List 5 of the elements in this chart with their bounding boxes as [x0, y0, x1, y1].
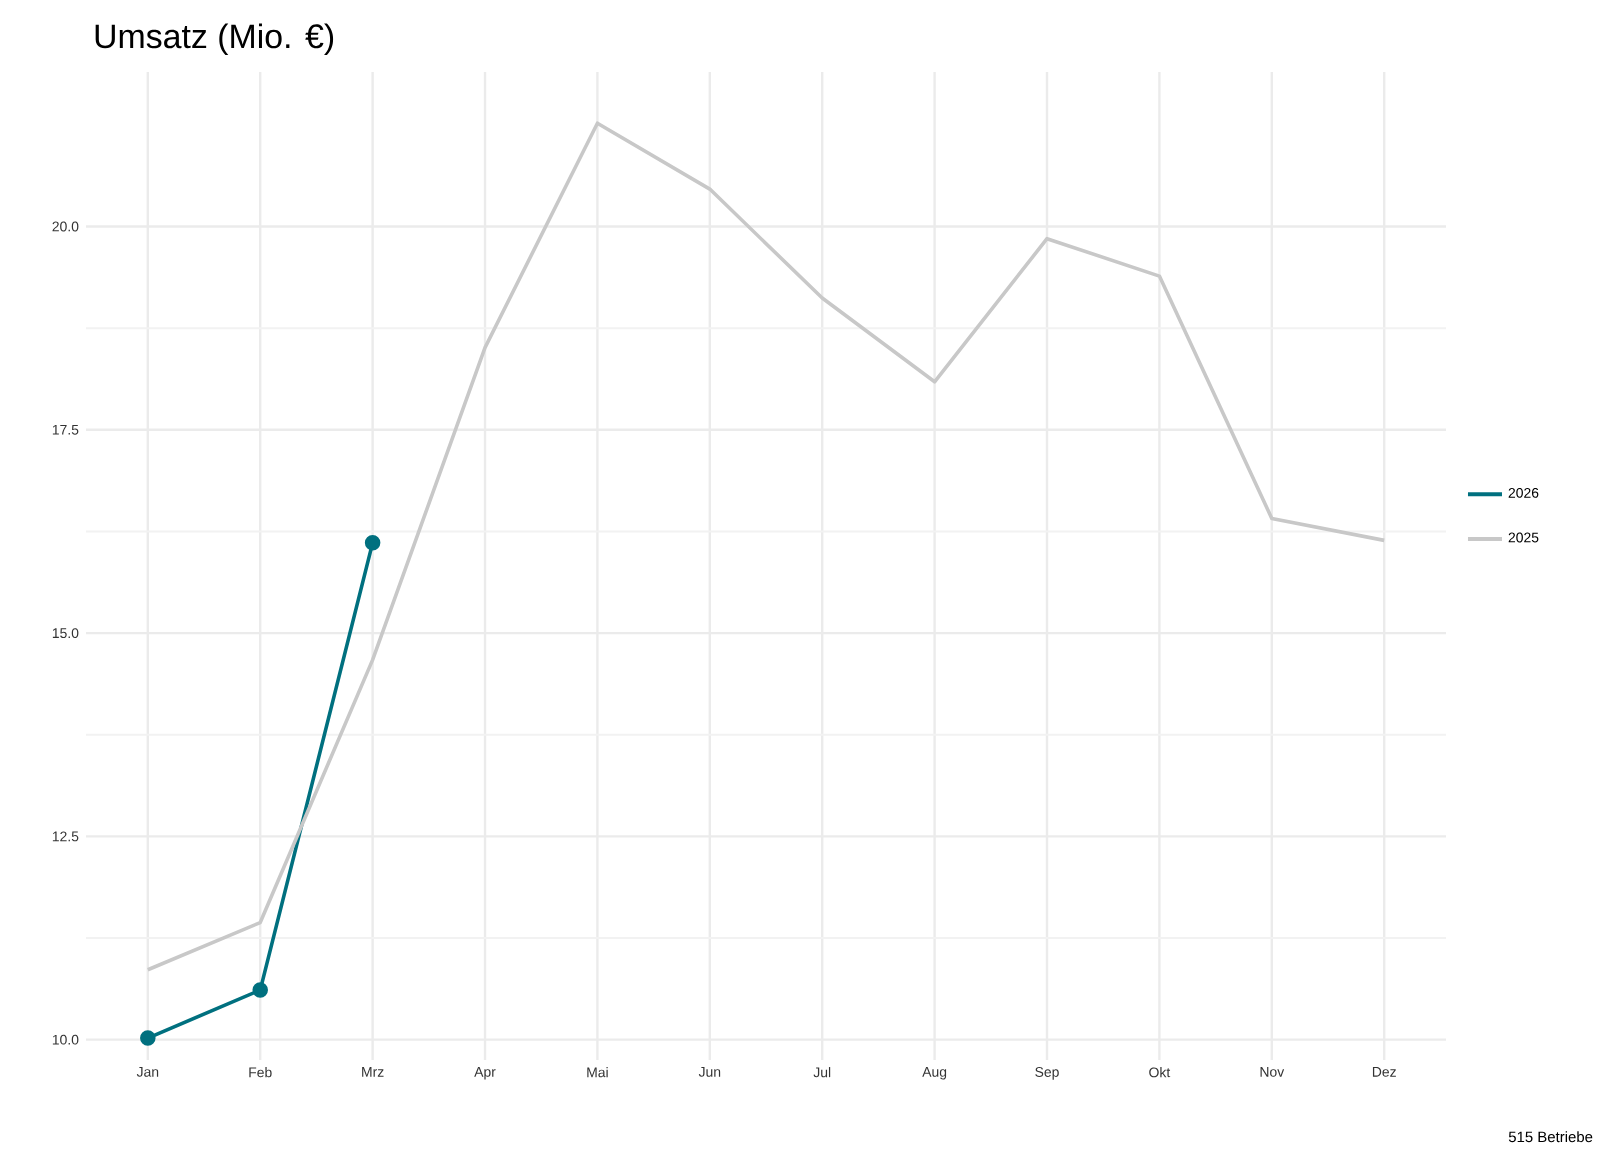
point — [364, 535, 381, 551]
point — [140, 1030, 156, 1046]
chart-title: Umsatz (Mio. €) — [95, 23, 334, 55]
line-series — [146, 121, 1386, 972]
point — [252, 982, 268, 998]
